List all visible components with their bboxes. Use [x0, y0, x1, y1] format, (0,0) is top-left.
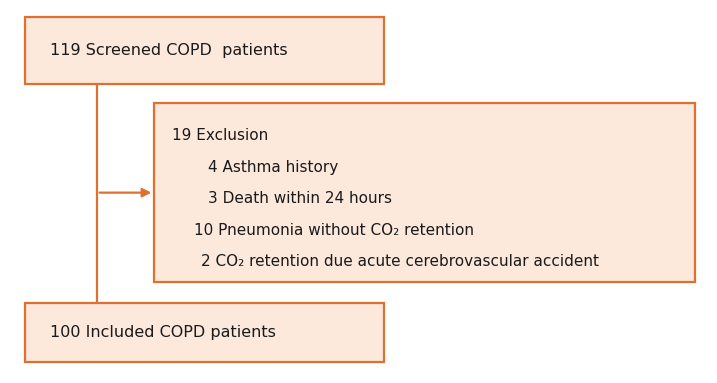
FancyBboxPatch shape: [25, 303, 384, 362]
Text: 10 Pneumonia without CO₂ retention: 10 Pneumonia without CO₂ retention: [194, 223, 474, 237]
Text: 4 Asthma history: 4 Asthma history: [208, 160, 338, 175]
Text: 100 Included COPD patients: 100 Included COPD patients: [50, 325, 276, 340]
Text: 119 Screened COPD  patients: 119 Screened COPD patients: [50, 43, 288, 58]
Text: 19 Exclusion: 19 Exclusion: [172, 128, 268, 143]
FancyBboxPatch shape: [25, 17, 384, 84]
Text: 2 CO₂ retention due acute cerebrovascular accident: 2 CO₂ retention due acute cerebrovascula…: [201, 254, 599, 269]
FancyBboxPatch shape: [154, 103, 695, 282]
Text: 3 Death within 24 hours: 3 Death within 24 hours: [208, 191, 392, 206]
